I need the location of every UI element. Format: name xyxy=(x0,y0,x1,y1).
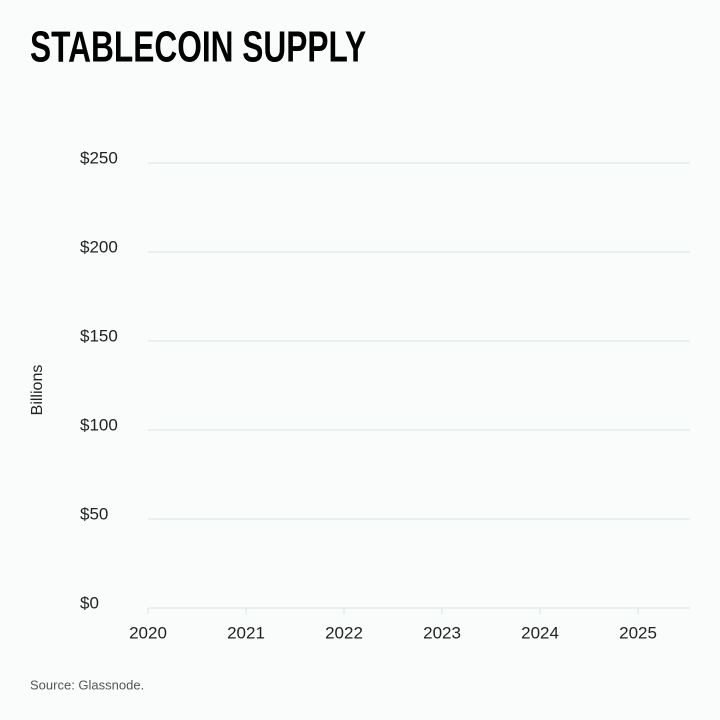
x-tick-label: 2021 xyxy=(227,623,265,642)
x-tick-label: 2025 xyxy=(619,623,657,642)
x-tick-label: 2023 xyxy=(423,623,461,642)
y-axis-label: Billions xyxy=(29,365,46,416)
source-note: Source: Glassnode. xyxy=(30,677,144,692)
y-tick-label: $200 xyxy=(80,237,118,256)
x-tick-label: 2022 xyxy=(325,623,363,642)
y-tick-label: $150 xyxy=(80,326,118,345)
x-tick-label: 2024 xyxy=(521,623,559,642)
chart-title: STABLECOIN SUPPLY xyxy=(30,23,366,72)
y-tick-label: $250 xyxy=(80,148,118,167)
y-tick-label: $100 xyxy=(80,415,118,434)
y-tick-label: $50 xyxy=(80,504,108,523)
y-tick-label: $0 xyxy=(80,593,99,612)
x-tick-label: 2020 xyxy=(129,623,167,642)
